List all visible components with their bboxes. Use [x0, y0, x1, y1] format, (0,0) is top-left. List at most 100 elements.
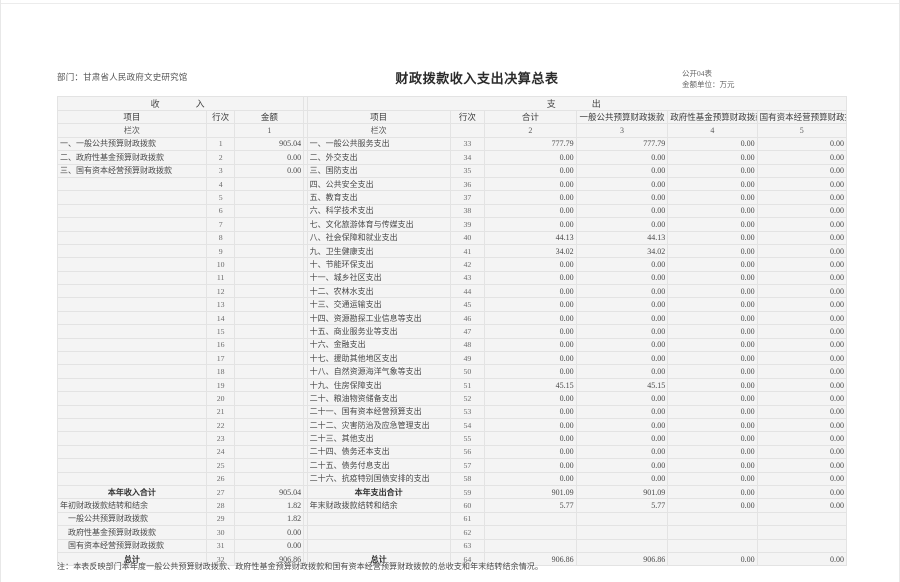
expense-total: [484, 538, 577, 553]
expense-rownum: 44: [449, 284, 486, 299]
expense-general-public: 0.00: [575, 163, 669, 178]
expense-item: 十三、交通运输支出: [306, 297, 451, 312]
income-rownum: 4: [205, 176, 236, 192]
expense-gov-fund: 0.00: [667, 471, 758, 486]
expense-general-public: 0.00: [575, 310, 669, 326]
expense-item: 十九、住房保障支出: [306, 377, 451, 393]
table-row: 本年收入合计 27 905.04 本年支出合计 59 901.09 901.09 0.00 0.…: [57, 484, 848, 500]
income-item: 年初财政拨款结转和结余: [57, 498, 207, 513]
expense-item: 一、一般公共服务支出: [306, 136, 451, 152]
expense-rownum: 58: [449, 471, 486, 486]
budget-table: 收 入支 出项目 行次 金额 项目 行次 合计 一般公共预算财政拨款 政府性基金预算财政拨款国…: [56, 96, 848, 567]
income-item: 二、政府性基金预算财政拨款: [57, 150, 207, 165]
income-amount: 0.00: [234, 525, 305, 540]
expense-rownum: 49: [449, 351, 486, 366]
table-row: 15 十五、商业服务业等支出 47 0.00 0.00 0.00 0.00: [57, 324, 848, 339]
lan-expense-rownum: [449, 123, 486, 138]
lan-expense-label: 栏次: [306, 123, 451, 138]
header-meta: 公开04表 金额单位：万元: [682, 69, 735, 91]
expense-general-public: 0.00: [575, 284, 669, 299]
income-rownum: 22: [205, 417, 236, 433]
expense-total: 0.00: [484, 176, 577, 192]
expense-total: 0.00: [484, 471, 577, 486]
header-income-amount: 金额: [234, 109, 305, 125]
expense-item: 七、文化旅游体育与传媒支出: [306, 217, 451, 232]
expense-item: 八、社会保障和就业支出: [306, 230, 451, 245]
expense-rownum: 51: [449, 377, 486, 393]
expense-state-capital: 0.00: [756, 404, 848, 419]
table-row: 8 八、社会保障和就业支出 40 44.13 44.13 0.00 0.00: [57, 230, 848, 245]
income-item: 国有资本经营预算财政拨款: [57, 538, 207, 553]
expense-rownum: 36: [449, 176, 486, 192]
expense-general-public: 0.00: [575, 458, 669, 473]
expense-item: [306, 538, 451, 553]
income-item: 三、国有资本经营预算财政拨款: [57, 163, 207, 178]
lan-income-rownum: [205, 123, 236, 138]
income-rownum: 9: [205, 243, 236, 259]
expense-general-public: 0.00: [575, 391, 669, 406]
expense-gov-fund: 0.00: [667, 136, 758, 152]
expense-rownum: 55: [449, 431, 486, 446]
income-amount: 1.82: [234, 511, 305, 527]
expense-total: [484, 525, 577, 540]
expense-item: 九、卫生健康支出: [306, 243, 451, 259]
header-expense-rownum: 行次: [449, 109, 486, 125]
expense-item: 本年支出合计: [306, 484, 451, 500]
income-item: [57, 471, 207, 486]
expense-gov-fund: 0.00: [667, 337, 758, 353]
expense-total: 0.00: [484, 310, 577, 326]
expense-total: 0.00: [484, 364, 577, 379]
expense-total: 34.02: [484, 243, 577, 259]
table-row: 9 九、卫生健康支出 41 34.02 34.02 0.00 0.00: [57, 243, 848, 259]
lan-state-capital: 5: [756, 123, 848, 138]
footnote: 注：本表反映部门本年度一般公共预算财政拨款、政府性基金预算财政拨款和国有资本经营…: [57, 562, 543, 571]
expense-state-capital: 0.00: [756, 551, 848, 567]
income-amount: 1.82: [234, 498, 305, 513]
income-amount: [234, 257, 305, 272]
expense-item: 十二、农林水支出: [306, 284, 451, 299]
income-rownum: 30: [205, 525, 236, 540]
expense-general-public: 0.00: [575, 257, 669, 272]
header-expense-total: 合计: [484, 109, 577, 125]
budget-table-body: 收 入支 出项目 行次 金额 项目 行次 合计 一般公共预算财政拨款 政府性基金预算财政拨款国…: [56, 96, 848, 567]
expense-gov-fund: 0.00: [667, 243, 758, 259]
expense-general-public: 0.00: [575, 324, 669, 339]
income-item: [57, 377, 207, 393]
expense-state-capital: [756, 511, 848, 527]
expense-state-capital: 0.00: [756, 203, 848, 219]
column-number-row: 栏次 1 栏次 2 3 4 5: [57, 123, 848, 138]
income-item: 一般公共预算财政拨款: [57, 511, 207, 527]
income-rownum: 2: [205, 150, 236, 165]
expense-rownum: 42: [449, 257, 486, 272]
expense-rownum: 63: [449, 538, 486, 553]
table-row: 5 五、教育支出 37 0.00 0.00 0.00 0.00: [57, 190, 848, 205]
income-amount: [234, 351, 305, 366]
table-row: 11 十一、城乡社区支出 43 0.00 0.00 0.00 0.00: [57, 270, 848, 286]
income-rownum: 13: [205, 297, 236, 312]
expense-total: 0.00: [484, 284, 577, 299]
income-rownum: 26: [205, 471, 236, 486]
expense-gov-fund: 0.00: [667, 257, 758, 272]
header-state-capital: 国有资本经营预算财政拨款: [756, 109, 848, 125]
expense-total: 0.00: [484, 444, 577, 460]
expense-rownum: 61: [449, 511, 486, 527]
expense-gov-fund: 0.00: [667, 551, 758, 567]
expense-rownum: 62: [449, 525, 486, 540]
income-amount: [234, 471, 305, 486]
expense-gov-fund: 0.00: [667, 203, 758, 219]
expense-total: 45.15: [484, 377, 577, 393]
expense-state-capital: 0.00: [756, 190, 848, 205]
expense-state-capital: 0.00: [756, 391, 848, 406]
income-rownum: 32: [205, 551, 236, 567]
expense-state-capital: 0.00: [756, 337, 848, 353]
income-rownum: 28: [205, 498, 236, 513]
expense-item: [306, 525, 451, 540]
income-rownum: 6: [205, 203, 236, 219]
income-amount: [234, 391, 305, 406]
expense-total: 0.00: [484, 458, 577, 473]
table-row: 20 二十、粮油物资储备支出 52 0.00 0.00 0.00 0.00: [57, 391, 848, 406]
expense-rownum: 39: [449, 217, 486, 232]
income-rownum: 14: [205, 310, 236, 326]
header-expense-item: 项目: [306, 109, 451, 125]
